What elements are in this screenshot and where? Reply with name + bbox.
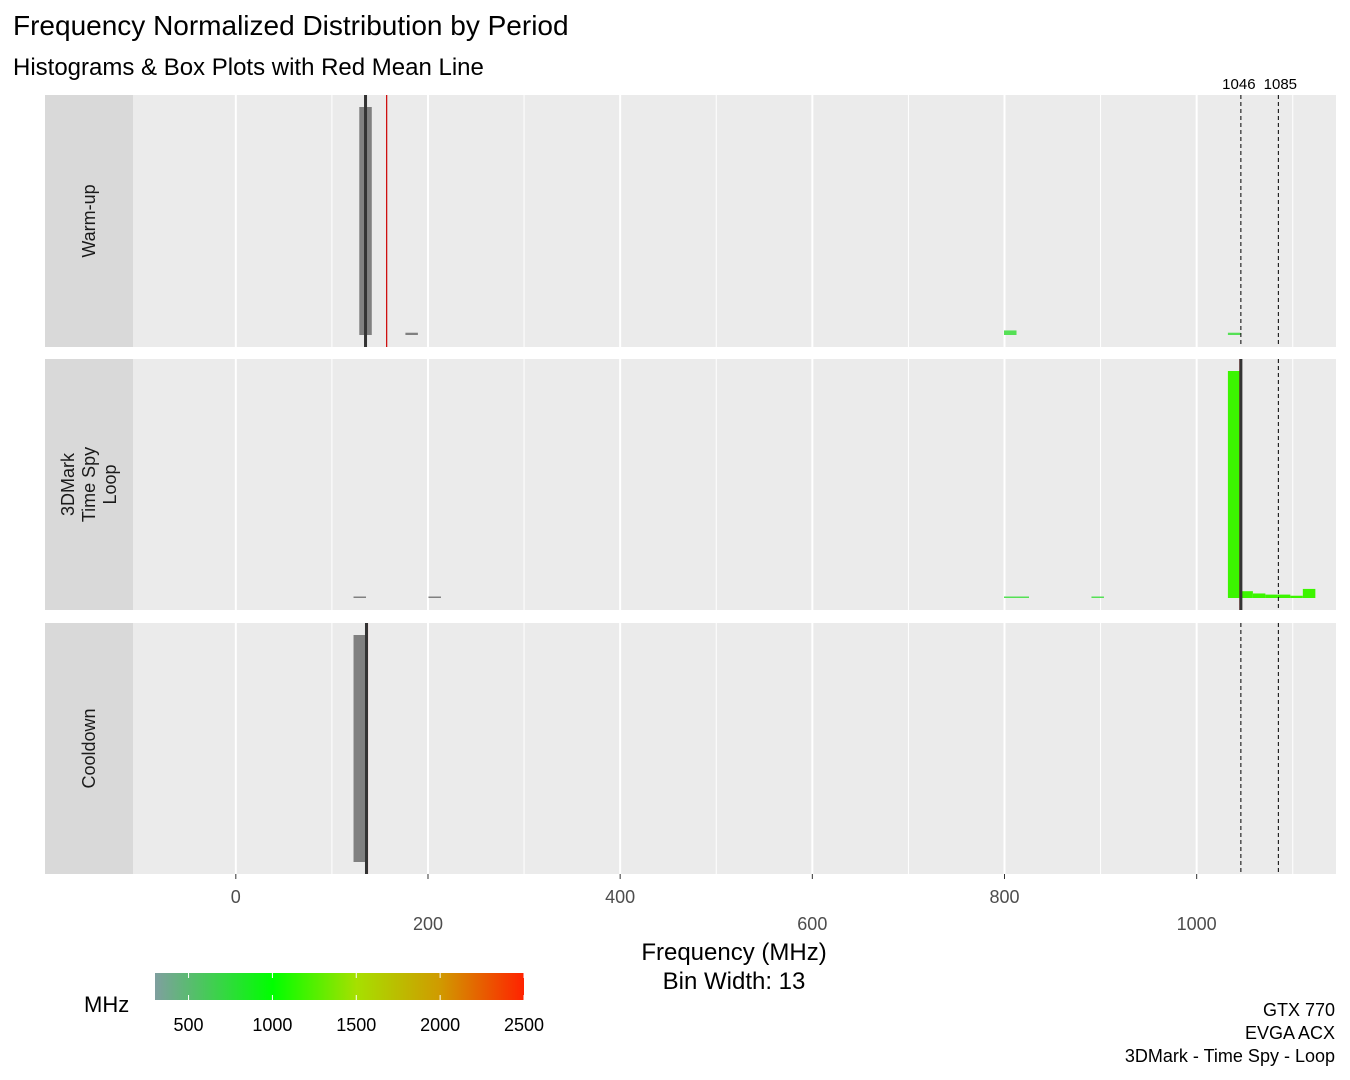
facet-label-line: Cooldown (79, 708, 99, 788)
caption-line-3: 3DMark - Time Spy - Loop (1124, 1046, 1335, 1066)
x-tick-label: 0 (231, 887, 241, 907)
histogram-bar (1277, 594, 1291, 598)
facet-label-line: 3DMark (58, 452, 78, 516)
facet-label: 3DMarkTime SpyLoop (58, 447, 120, 522)
facet-strip (45, 95, 133, 347)
histogram-bar (1004, 330, 1017, 335)
facet-strip (45, 623, 133, 874)
legend-tick-label: 1500 (336, 1015, 376, 1035)
x-tick-label: 400 (605, 887, 635, 907)
x-axis-label: Frequency (MHz) (641, 939, 826, 966)
facet-panel-0: Warm-up (45, 95, 1336, 347)
reference-label: 1085 (1264, 76, 1297, 93)
x-tick-label: 200 (413, 914, 443, 934)
panel-background (133, 359, 1336, 610)
legend-title: MHz (84, 992, 130, 1017)
histogram-bar (1016, 596, 1030, 598)
histogram-bar (405, 332, 418, 335)
caption-line-2: EVGA ACX (1244, 1023, 1335, 1043)
x-axis-sublabel: Bin Width: 13 (663, 968, 806, 995)
histogram-bar (353, 635, 367, 862)
facet-panel-1: 3DMarkTime SpyLoop (45, 359, 1336, 610)
legend-tick-label: 2000 (420, 1015, 460, 1035)
histogram-bar (1302, 588, 1316, 598)
histogram-bar (1252, 593, 1266, 598)
facet-label-line: Time Spy (79, 447, 99, 522)
x-tick-label: 600 (797, 914, 827, 934)
histogram-bar (1290, 595, 1303, 598)
facet-label-line: Loop (100, 464, 120, 504)
chart-title: Frequency Normalized Distribution by Per… (13, 10, 569, 41)
panel-background (133, 623, 1336, 874)
histogram-bar (353, 596, 367, 598)
legend-tick-label: 1000 (252, 1015, 292, 1035)
facet-strip (45, 359, 133, 610)
facet-panel-2: Cooldown (45, 623, 1336, 874)
histogram-bar (1004, 596, 1017, 598)
legend-tick-label: 500 (174, 1015, 204, 1035)
histogram-bar (1227, 332, 1241, 335)
histogram-bar (1240, 591, 1253, 598)
facet-label: Cooldown (79, 708, 99, 788)
histogram-bar (1265, 594, 1278, 598)
x-tick-label: 1000 (1177, 914, 1217, 934)
reference-label: 1046 (1222, 76, 1255, 93)
chart-subtitle: Histograms & Box Plots with Red Mean Lin… (13, 54, 484, 81)
x-tick-label: 800 (989, 887, 1019, 907)
histogram-bar (428, 596, 441, 598)
caption-line-1: GTX 770 (1262, 1000, 1335, 1020)
legend-tick-label: 2500 (504, 1015, 544, 1035)
histogram-bar (1227, 371, 1241, 598)
facet-label-line: Warm-up (79, 184, 99, 257)
histogram-bar (1091, 596, 1104, 598)
legend-colorbar (155, 973, 524, 1000)
facet-label: Warm-up (79, 184, 99, 257)
panel-background (133, 95, 1336, 347)
